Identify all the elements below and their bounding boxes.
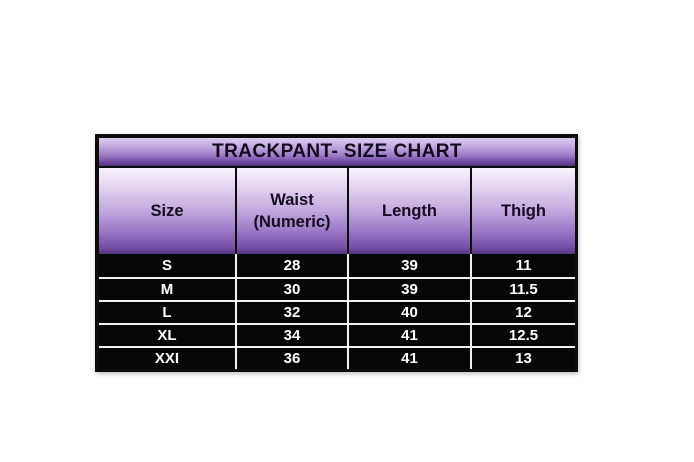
cell-length: 39 bbox=[347, 254, 470, 277]
size-chart-table: TRACKPANT- SIZE CHART Size Waist (Numeri… bbox=[95, 134, 578, 372]
table-row-m: M 30 39 11.5 bbox=[99, 277, 575, 300]
column-header-thigh: Thigh bbox=[470, 168, 575, 254]
cell-length: 39 bbox=[347, 279, 470, 300]
cell-thigh: 11.5 bbox=[470, 279, 575, 300]
cell-size: XXI bbox=[154, 350, 180, 367]
cell-size: XL bbox=[157, 327, 177, 344]
cell-waist: 30 bbox=[235, 279, 347, 300]
table-row-l: L 32 40 12 bbox=[99, 300, 575, 323]
cell-thigh: 11 bbox=[470, 254, 575, 277]
cell-length: 40 bbox=[347, 302, 470, 323]
table-title: TRACKPANT- SIZE CHART bbox=[99, 138, 575, 168]
cell-size: S bbox=[161, 257, 172, 274]
table-row-s: S 28 39 11 bbox=[99, 254, 575, 277]
cell-size: L bbox=[162, 304, 172, 321]
column-header-length: Length bbox=[347, 168, 470, 254]
cell-waist: 28 bbox=[235, 254, 347, 277]
cell-size: M bbox=[160, 281, 174, 298]
cell-thigh: 13 bbox=[470, 348, 575, 369]
cell-length: 41 bbox=[347, 325, 470, 346]
table-header-row: Size Waist (Numeric) Length Thigh bbox=[99, 168, 575, 254]
table-body: S 28 39 11 M 30 39 11.5 L 32 40 12 XL 34… bbox=[99, 254, 575, 369]
column-header-size: Size bbox=[150, 202, 184, 220]
table-row-xl: XL 34 41 12.5 bbox=[99, 323, 575, 346]
cell-waist: 36 bbox=[235, 348, 347, 369]
cell-length: 41 bbox=[347, 348, 470, 369]
cell-thigh: 12 bbox=[470, 302, 575, 323]
cell-thigh: 12.5 bbox=[470, 325, 575, 346]
cell-waist: 32 bbox=[235, 302, 347, 323]
table-row-xxi: XXI 36 41 13 bbox=[99, 346, 575, 369]
cell-waist: 34 bbox=[235, 325, 347, 346]
column-header-waist: Waist (Numeric) bbox=[235, 168, 347, 254]
